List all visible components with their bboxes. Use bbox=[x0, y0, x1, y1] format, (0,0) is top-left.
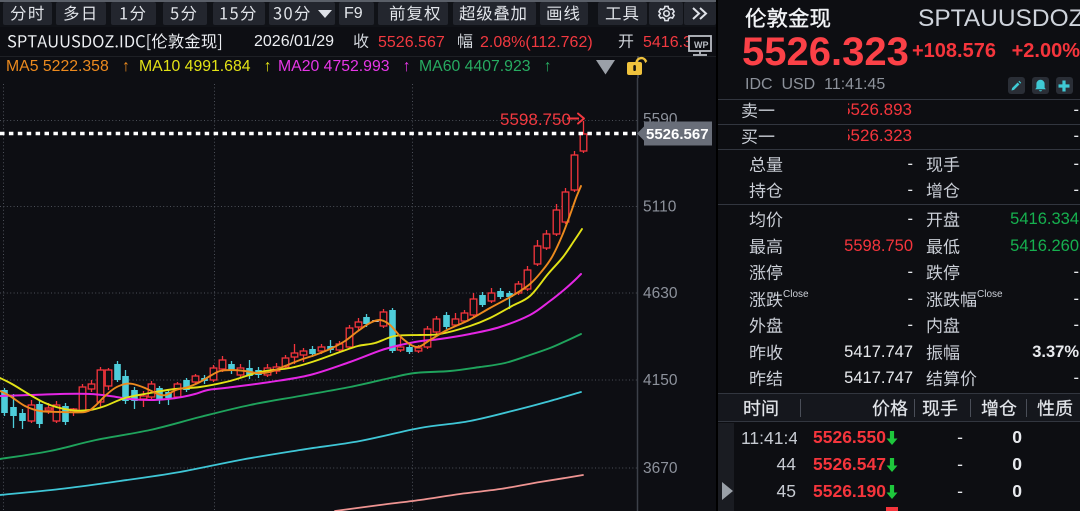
svg-text:5110: 5110 bbox=[643, 199, 677, 216]
svg-text:WP: WP bbox=[694, 40, 709, 50]
svg-text:5526.567: 5526.567 bbox=[646, 126, 709, 143]
svg-text:4150: 4150 bbox=[643, 372, 678, 389]
svg-text:4630: 4630 bbox=[643, 285, 678, 302]
svg-text:3670: 3670 bbox=[643, 460, 678, 477]
svg-text:5598.750: 5598.750 bbox=[500, 110, 571, 129]
